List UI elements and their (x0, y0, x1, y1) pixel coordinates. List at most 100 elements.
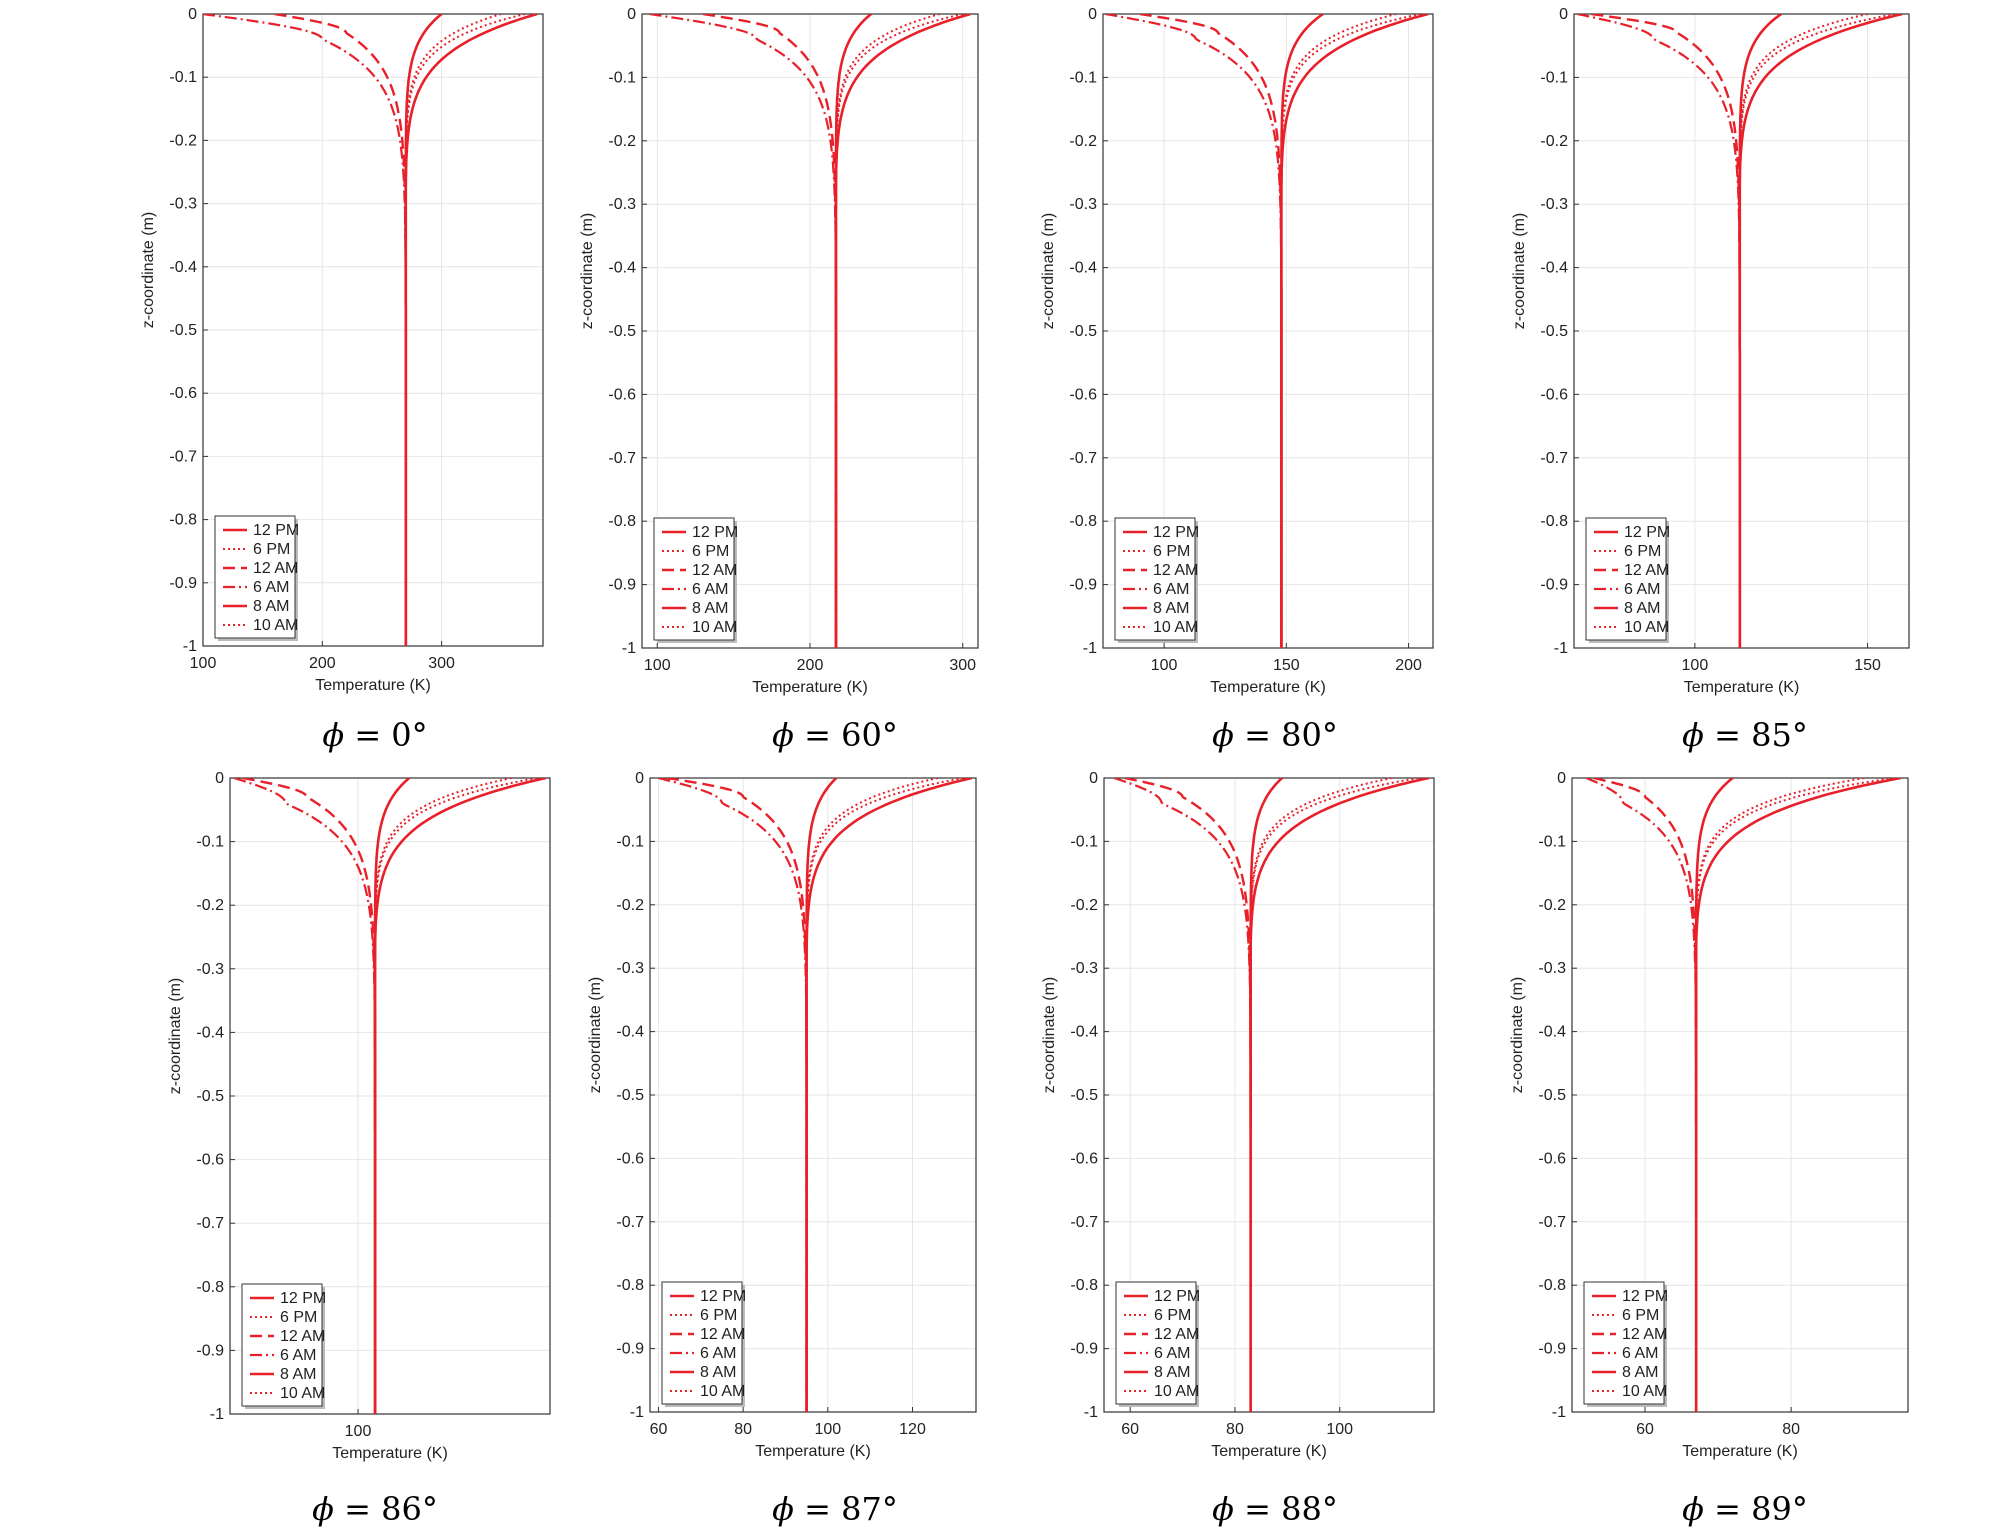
legend-label: 12 PM (280, 1290, 326, 1307)
x-axis-label: Temperature (K) (755, 1443, 871, 1460)
y-tick-label: -0.4 (169, 259, 197, 276)
series-line-6-pm (1738, 14, 1868, 648)
legend-label: 12 PM (700, 1288, 746, 1305)
legend-label: 6 PM (1624, 543, 1661, 560)
y-tick-label: -0.6 (1538, 1150, 1566, 1167)
x-tick-label: 60 (1636, 1421, 1654, 1438)
caption-value: 0° (391, 716, 428, 754)
panel-caption: ϕ = 87° (735, 1490, 935, 1528)
y-tick-label: -0.9 (616, 1341, 644, 1358)
y-tick-label: 0 (1088, 6, 1097, 23)
caption-symbol: ϕ = (1682, 716, 1752, 754)
y-tick-label: -0.7 (1069, 450, 1097, 467)
panel-caption: ϕ = 89° (1645, 1490, 1845, 1528)
grid (1572, 777, 1908, 1413)
legend-label: 6 PM (700, 1307, 737, 1324)
legend-label: 8 AM (1624, 600, 1660, 617)
legend-label: 8 AM (280, 1366, 316, 1383)
y-tick-label: -0.9 (196, 1342, 224, 1359)
legend-label: 12 AM (692, 562, 737, 579)
y-tick-label: -0.9 (1540, 577, 1568, 594)
y-tick-label: -0.4 (608, 260, 636, 277)
series-line-6-pm (834, 14, 941, 648)
y-tick-label: -0.4 (1069, 260, 1097, 277)
series-line-6-am (1577, 14, 1741, 648)
chart-panel: 0 -0.1 -0.2 -0.3 -0.4 -0.5 -0.6 -0.7 -0.8 -0.9 -1 1… (1028, 6, 1498, 768)
chart-panel: 0 -0.1 -0.2 -0.3 -0.4 -0.5 -0.6 -0.7 -0.8 -0.9 -1 1… (130, 6, 600, 768)
y-axis-label: z-coordinate (m) (1041, 977, 1058, 1093)
x-tick-label: 100 (1326, 1421, 1353, 1438)
panel-caption: ϕ = 80° (1175, 716, 1375, 754)
chart-panel: 0 -0.1 -0.2 -0.3 -0.4 -0.5 -0.6 -0.7 -0.8 -0.9 -1 6… (580, 770, 1050, 1532)
x-tick-label: 100 (644, 657, 671, 674)
y-tick-label: -0.7 (1540, 450, 1568, 467)
chart-panel: 0 -0.1 -0.2 -0.3 -0.4 -0.5 -0.6 -0.7 -0.8 -0.9 -1 1… (130, 770, 600, 1532)
legend-label: 6 PM (1154, 1307, 1191, 1324)
y-tick-label: -0.6 (169, 385, 197, 402)
x-tick-label: 80 (1226, 1421, 1244, 1438)
y-tick-label: -0.1 (1540, 69, 1568, 86)
x-tick-label: 80 (1782, 1421, 1800, 1438)
legend-box (214, 515, 296, 639)
legend-label: 12 PM (1153, 524, 1199, 541)
chart-svg: 0 -0.1 -0.2 -0.3 -0.4 -0.5 -0.6 -0.7 -0.8 -0.9 -1 6… (587, 770, 977, 1460)
caption-value: 88° (1281, 1490, 1338, 1528)
legend-label: 10 AM (692, 619, 737, 636)
x-axis-label: Temperature (K) (1211, 1443, 1327, 1460)
y-tick-label: -1 (210, 1406, 224, 1423)
legend: 12 PM 6 PM 12 AM 6 AM 8 AM 10 AM (1583, 1281, 1668, 1407)
y-tick-label: -0.2 (616, 897, 644, 914)
y-tick-label: -0.6 (608, 386, 636, 403)
y-tick-label: -0.5 (1540, 323, 1568, 340)
legend: 12 PM 6 PM 12 AM 6 AM 8 AM 10 AM (214, 515, 299, 641)
legend-label: 12 AM (1622, 1326, 1667, 1343)
legend-box (1585, 517, 1667, 641)
series-line-8-am (373, 778, 411, 1414)
legend-label: 10 AM (1154, 1383, 1199, 1400)
y-tick-label: -0.1 (1069, 69, 1097, 86)
y-tick-label: -0.2 (608, 133, 636, 150)
y-tick-label: -1 (1554, 640, 1568, 657)
y-tick-label: -0.7 (196, 1215, 224, 1232)
caption-symbol: ϕ = (322, 716, 392, 754)
legend-label: 6 AM (1153, 581, 1189, 598)
y-tick-label: -0.1 (169, 69, 197, 86)
caption-symbol: ϕ = (1212, 716, 1282, 754)
legend: 12 PM 6 PM 12 AM 6 AM 8 AM 10 AM (241, 1283, 326, 1409)
caption-symbol: ϕ = (312, 1490, 382, 1528)
y-tick-label: -0.1 (1070, 833, 1098, 850)
y-tick-label: -0.4 (616, 1024, 644, 1041)
y-tick-label: -0.3 (1540, 196, 1568, 213)
legend-label: 8 AM (1154, 1364, 1190, 1381)
y-axis-label: z-coordinate (m) (1511, 213, 1528, 329)
x-tick-label: 100 (814, 1421, 841, 1438)
caption-symbol: ϕ = (772, 716, 842, 754)
chart-svg: 0 -0.1 -0.2 -0.3 -0.4 -0.5 -0.6 -0.7 -0.8 -0.9 -1 1… (1511, 6, 1910, 696)
y-tick-label: -0.8 (608, 513, 636, 530)
y-tick-label: -0.7 (1070, 1214, 1098, 1231)
y-tick-label: 0 (1557, 770, 1566, 787)
legend-label: 12 PM (1622, 1288, 1668, 1305)
y-tick-label: 0 (215, 770, 224, 787)
y-tick-label: -1 (1084, 1404, 1098, 1421)
panel-caption: ϕ = 88° (1175, 1490, 1375, 1528)
y-axis-label: z-coordinate (m) (587, 977, 604, 1093)
legend-label: 8 AM (1153, 600, 1189, 617)
legend-label: 6 AM (1154, 1345, 1190, 1362)
y-tick-label: -0.9 (1070, 1341, 1098, 1358)
y-axis-label: z-coordinate (m) (140, 212, 157, 328)
y-tick-label: -0.2 (196, 897, 224, 914)
caption-value: 80° (1281, 716, 1338, 754)
y-tick-label: -0.2 (1070, 897, 1098, 914)
x-axis-label: Temperature (K) (1684, 679, 1800, 696)
legend: 12 PM 6 PM 12 AM 6 AM 8 AM 10 AM (1114, 517, 1199, 643)
series-group (1105, 14, 1429, 648)
y-tick-label: -0.3 (1538, 960, 1566, 977)
legend-label: 10 AM (1153, 619, 1198, 636)
y-tick-label: -1 (630, 1404, 644, 1421)
y-axis-label: z-coordinate (m) (167, 978, 184, 1094)
legend-label: 8 AM (692, 600, 728, 617)
y-tick-label: -0.8 (616, 1277, 644, 1294)
caption-symbol: ϕ = (772, 1490, 842, 1528)
